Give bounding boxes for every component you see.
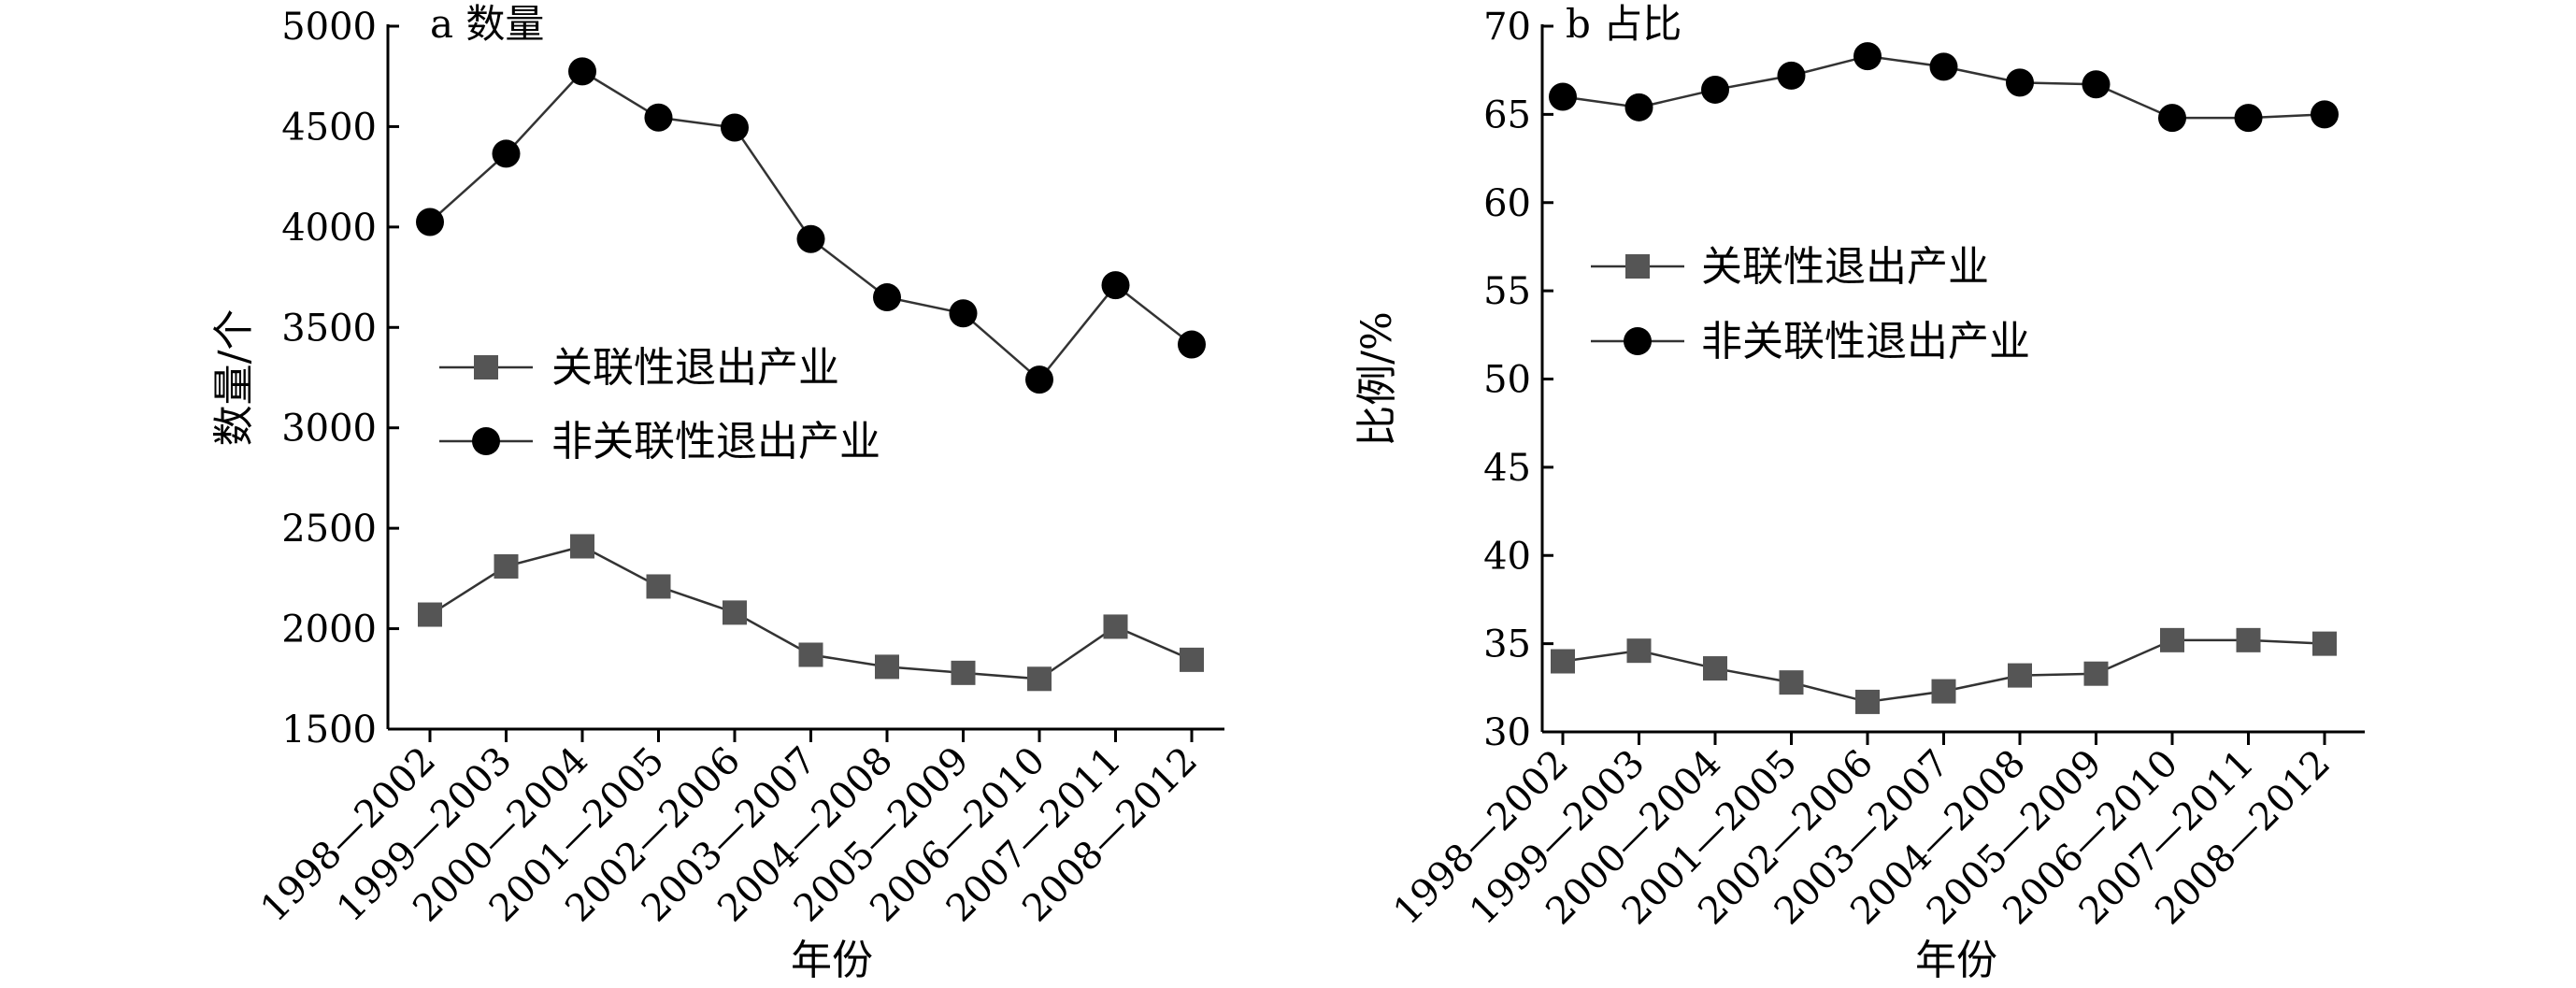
data-point-square	[1103, 614, 1128, 639]
y-tick-label: 2000	[281, 609, 377, 652]
y-tick-label: 35	[1483, 623, 1531, 666]
data-point-square	[1779, 670, 1804, 695]
y-tick-label: 45	[1483, 447, 1531, 490]
data-point-circle	[873, 283, 901, 312]
data-point-square	[646, 574, 671, 599]
data-point-square	[875, 654, 899, 680]
legend-marker-circle	[472, 427, 500, 455]
legend-marker-circle	[1624, 327, 1652, 355]
legend-label: 关联性退出产业	[551, 344, 839, 392]
data-point-circle	[949, 299, 978, 328]
data-point-circle	[1777, 61, 1806, 90]
data-point-square	[798, 642, 823, 667]
data-point-circle	[2006, 68, 2034, 97]
data-point-square	[1855, 689, 1880, 714]
y-tick-label: 65	[1483, 93, 1531, 136]
legend-marker-square	[474, 355, 498, 379]
chart-panel-a: 150020002500300035004000450050001998—200…	[210, 1, 1224, 984]
legend-label: 非关联性退出产业	[551, 418, 880, 465]
data-point-square	[1180, 647, 1204, 672]
y-tick-label: 60	[1483, 182, 1531, 225]
legend-label: 非关联性退出产业	[1701, 318, 2030, 365]
data-point-square	[2236, 627, 2261, 652]
y-tick-label: 1500	[281, 709, 377, 752]
data-point-square	[723, 600, 747, 625]
panel-title: b 占比	[1566, 1, 1682, 47]
y-tick-label: 40	[1483, 535, 1531, 578]
legend-marker-square	[1625, 254, 1650, 279]
data-point-circle	[1929, 52, 1958, 81]
data-point-square	[1703, 656, 1727, 681]
y-tick-label: 5000	[281, 6, 377, 49]
panel-title: a 数量	[430, 1, 544, 47]
data-point-circle	[796, 224, 825, 253]
data-point-square	[1931, 679, 1956, 704]
data-point-circle	[2158, 104, 2186, 133]
y-tick-label: 30	[1483, 711, 1531, 754]
y-axis-title: 比例/%	[1353, 311, 1401, 447]
data-point-circle	[1549, 82, 1577, 111]
chart-panel-b: 3035404550556065701998—20021999—20032000…	[1353, 1, 2365, 984]
legend-label: 关联性退出产业	[1701, 243, 1989, 291]
data-point-circle	[568, 57, 596, 86]
data-point-square	[951, 660, 976, 685]
y-tick-label: 4500	[281, 106, 377, 149]
y-tick-label: 4000	[281, 207, 377, 250]
data-point-square	[1626, 638, 1652, 664]
x-axis-title: 年份	[791, 937, 873, 984]
y-tick-label: 3500	[281, 307, 377, 350]
data-point-circle	[1853, 42, 1882, 71]
data-point-square	[494, 553, 519, 579]
data-point-circle	[1624, 93, 1653, 122]
y-tick-label: 2500	[281, 508, 377, 551]
data-point-circle	[2234, 104, 2263, 133]
data-point-square	[2008, 663, 2032, 688]
x-axis-title: 年份	[1915, 937, 1997, 984]
data-point-circle	[1178, 330, 1206, 359]
data-point-square	[418, 602, 442, 627]
data-point-circle	[1101, 271, 1130, 300]
data-point-circle	[416, 208, 444, 236]
data-point-square	[1551, 649, 1575, 674]
data-point-square	[1027, 666, 1052, 692]
y-axis-title: 数量/个	[210, 309, 258, 447]
y-tick-label: 55	[1483, 270, 1531, 313]
data-point-square	[570, 534, 594, 559]
data-point-circle	[2311, 100, 2339, 129]
y-tick-label: 70	[1483, 6, 1531, 49]
y-tick-label: 3000	[281, 408, 377, 451]
data-point-circle	[2082, 70, 2111, 99]
data-point-circle	[644, 103, 673, 132]
data-point-square	[2312, 631, 2337, 656]
y-tick-label: 50	[1483, 359, 1531, 402]
data-point-circle	[721, 113, 749, 142]
data-point-circle	[1701, 75, 1729, 104]
data-point-square	[2160, 627, 2184, 652]
data-point-circle	[492, 139, 521, 168]
data-point-circle	[1025, 365, 1053, 394]
data-point-square	[2083, 661, 2109, 686]
